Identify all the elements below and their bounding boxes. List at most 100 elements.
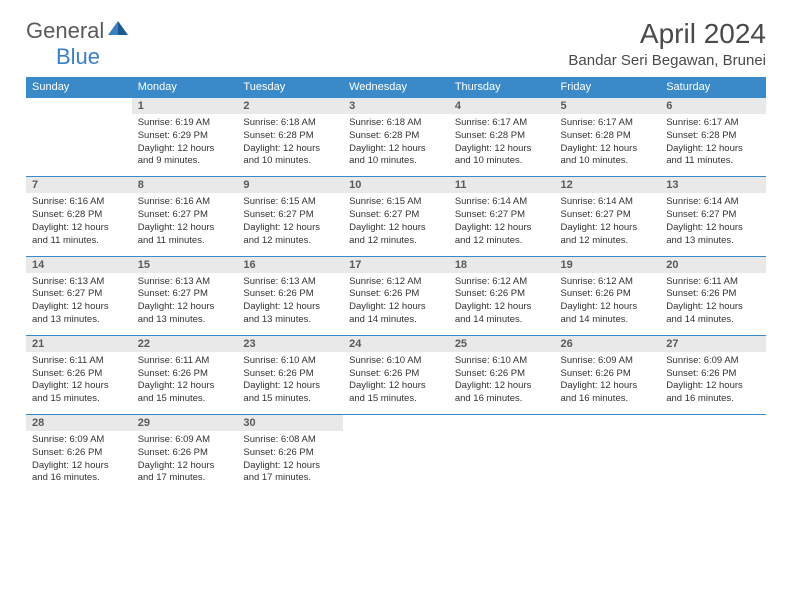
day-number-cell: 21: [26, 335, 132, 352]
sunset-text: Sunset: 6:26 PM: [138, 368, 232, 381]
day-number-cell: [343, 415, 449, 432]
sunset-text: Sunset: 6:26 PM: [243, 288, 337, 301]
day-number-cell: 6: [660, 98, 766, 115]
day-detail-cell: [26, 114, 132, 177]
day-detail-cell: Sunrise: 6:10 AMSunset: 6:26 PMDaylight:…: [237, 352, 343, 415]
day-detail-cell: [449, 431, 555, 493]
sunrise-text: Sunrise: 6:15 AM: [243, 196, 337, 209]
sunrise-text: Sunrise: 6:09 AM: [666, 355, 760, 368]
sunrise-text: Sunrise: 6:13 AM: [32, 276, 126, 289]
daylight-text: Daylight: 12 hours and 13 minutes.: [32, 301, 126, 327]
sunset-text: Sunset: 6:27 PM: [561, 209, 655, 222]
daylight-text: Daylight: 12 hours and 16 minutes.: [455, 380, 549, 406]
day-detail-cell: Sunrise: 6:19 AMSunset: 6:29 PMDaylight:…: [132, 114, 238, 177]
day-detail-cell: Sunrise: 6:13 AMSunset: 6:27 PMDaylight:…: [132, 273, 238, 336]
day-number-cell: 30: [237, 415, 343, 432]
day-detail-cell: Sunrise: 6:18 AMSunset: 6:28 PMDaylight:…: [343, 114, 449, 177]
day-number-cell: 27: [660, 335, 766, 352]
sunrise-text: Sunrise: 6:16 AM: [138, 196, 232, 209]
daylight-text: Daylight: 12 hours and 14 minutes.: [455, 301, 549, 327]
daynum-row: 78910111213: [26, 177, 766, 194]
sunrise-text: Sunrise: 6:10 AM: [349, 355, 443, 368]
day-header-row: SundayMondayTuesdayWednesdayThursdayFrid…: [26, 77, 766, 98]
day-detail-cell: Sunrise: 6:13 AMSunset: 6:26 PMDaylight:…: [237, 273, 343, 336]
daylight-text: Daylight: 12 hours and 16 minutes.: [561, 380, 655, 406]
sunset-text: Sunset: 6:28 PM: [349, 130, 443, 143]
sunset-text: Sunset: 6:26 PM: [32, 447, 126, 460]
sunset-text: Sunset: 6:26 PM: [666, 368, 760, 381]
day-number-cell: 4: [449, 98, 555, 115]
sunset-text: Sunset: 6:27 PM: [138, 209, 232, 222]
logo-triangle-icon: [108, 19, 128, 40]
sunrise-text: Sunrise: 6:10 AM: [455, 355, 549, 368]
day-header-saturday: Saturday: [660, 77, 766, 98]
sunrise-text: Sunrise: 6:13 AM: [138, 276, 232, 289]
calendar-table: SundayMondayTuesdayWednesdayThursdayFrid…: [26, 77, 766, 493]
day-number-cell: 23: [237, 335, 343, 352]
sunset-text: Sunset: 6:26 PM: [455, 368, 549, 381]
sunrise-text: Sunrise: 6:15 AM: [349, 196, 443, 209]
sunset-text: Sunset: 6:27 PM: [349, 209, 443, 222]
sunset-text: Sunset: 6:28 PM: [455, 130, 549, 143]
sunset-text: Sunset: 6:27 PM: [243, 209, 337, 222]
daylight-text: Daylight: 12 hours and 11 minutes.: [666, 143, 760, 169]
sunrise-text: Sunrise: 6:09 AM: [32, 434, 126, 447]
sunrise-text: Sunrise: 6:08 AM: [243, 434, 337, 447]
daylight-text: Daylight: 12 hours and 14 minutes.: [666, 301, 760, 327]
day-number-cell: [660, 415, 766, 432]
sunset-text: Sunset: 6:26 PM: [349, 288, 443, 301]
day-detail-cell: Sunrise: 6:12 AMSunset: 6:26 PMDaylight:…: [343, 273, 449, 336]
sunrise-text: Sunrise: 6:09 AM: [561, 355, 655, 368]
sunset-text: Sunset: 6:26 PM: [32, 368, 126, 381]
logo: General: [26, 18, 130, 44]
day-detail-cell: Sunrise: 6:09 AMSunset: 6:26 PMDaylight:…: [26, 431, 132, 493]
daylight-text: Daylight: 12 hours and 9 minutes.: [138, 143, 232, 169]
sunset-text: Sunset: 6:26 PM: [666, 288, 760, 301]
day-detail-cell: Sunrise: 6:12 AMSunset: 6:26 PMDaylight:…: [555, 273, 661, 336]
day-number-cell: 8: [132, 177, 238, 194]
day-detail-cell: Sunrise: 6:17 AMSunset: 6:28 PMDaylight:…: [449, 114, 555, 177]
daylight-text: Daylight: 12 hours and 15 minutes.: [138, 380, 232, 406]
day-number-cell: 15: [132, 256, 238, 273]
day-number-cell: 14: [26, 256, 132, 273]
sunrise-text: Sunrise: 6:18 AM: [349, 117, 443, 130]
detail-row: Sunrise: 6:11 AMSunset: 6:26 PMDaylight:…: [26, 352, 766, 415]
day-number-cell: 19: [555, 256, 661, 273]
day-detail-cell: Sunrise: 6:14 AMSunset: 6:27 PMDaylight:…: [449, 193, 555, 256]
sunrise-text: Sunrise: 6:11 AM: [666, 276, 760, 289]
day-number-cell: 11: [449, 177, 555, 194]
sunset-text: Sunset: 6:26 PM: [243, 447, 337, 460]
detail-row: Sunrise: 6:16 AMSunset: 6:28 PMDaylight:…: [26, 193, 766, 256]
sunset-text: Sunset: 6:28 PM: [243, 130, 337, 143]
daylight-text: Daylight: 12 hours and 10 minutes.: [243, 143, 337, 169]
daylight-text: Daylight: 12 hours and 11 minutes.: [138, 222, 232, 248]
daylight-text: Daylight: 12 hours and 11 minutes.: [32, 222, 126, 248]
daynum-row: 123456: [26, 98, 766, 115]
sunrise-text: Sunrise: 6:17 AM: [561, 117, 655, 130]
day-detail-cell: Sunrise: 6:14 AMSunset: 6:27 PMDaylight:…: [555, 193, 661, 256]
sunset-text: Sunset: 6:27 PM: [32, 288, 126, 301]
daylight-text: Daylight: 12 hours and 15 minutes.: [243, 380, 337, 406]
daylight-text: Daylight: 12 hours and 12 minutes.: [561, 222, 655, 248]
day-detail-cell: Sunrise: 6:10 AMSunset: 6:26 PMDaylight:…: [449, 352, 555, 415]
day-number-cell: 24: [343, 335, 449, 352]
day-number-cell: 12: [555, 177, 661, 194]
day-number-cell: 1: [132, 98, 238, 115]
day-detail-cell: [660, 431, 766, 493]
sunset-text: Sunset: 6:27 PM: [138, 288, 232, 301]
day-detail-cell: Sunrise: 6:10 AMSunset: 6:26 PMDaylight:…: [343, 352, 449, 415]
sunrise-text: Sunrise: 6:18 AM: [243, 117, 337, 130]
daylight-text: Daylight: 12 hours and 12 minutes.: [349, 222, 443, 248]
sunrise-text: Sunrise: 6:12 AM: [455, 276, 549, 289]
daylight-text: Daylight: 12 hours and 17 minutes.: [243, 460, 337, 486]
sunset-text: Sunset: 6:27 PM: [455, 209, 549, 222]
daylight-text: Daylight: 12 hours and 13 minutes.: [138, 301, 232, 327]
day-header-thursday: Thursday: [449, 77, 555, 98]
day-number-cell: 13: [660, 177, 766, 194]
sunrise-text: Sunrise: 6:13 AM: [243, 276, 337, 289]
sunset-text: Sunset: 6:26 PM: [138, 447, 232, 460]
sunrise-text: Sunrise: 6:17 AM: [666, 117, 760, 130]
day-detail-cell: Sunrise: 6:17 AMSunset: 6:28 PMDaylight:…: [660, 114, 766, 177]
sunrise-text: Sunrise: 6:14 AM: [455, 196, 549, 209]
day-detail-cell: Sunrise: 6:09 AMSunset: 6:26 PMDaylight:…: [132, 431, 238, 493]
